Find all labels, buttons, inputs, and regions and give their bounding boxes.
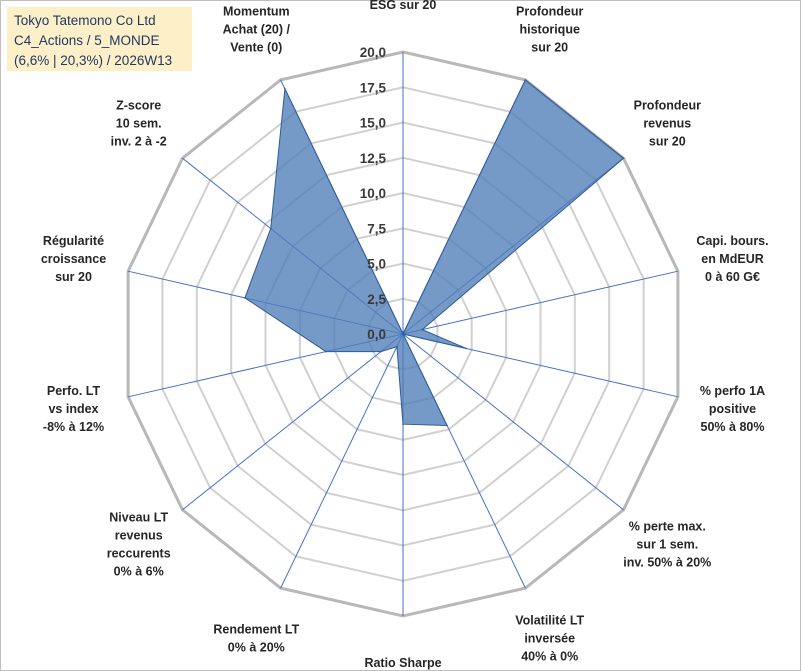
series-point bbox=[402, 333, 404, 335]
series-point bbox=[622, 157, 625, 159]
axis-label: Niveau LT revenus reccurents 0% à 6% bbox=[107, 511, 171, 579]
axis-spoke bbox=[402, 270, 679, 335]
series-point bbox=[244, 297, 246, 299]
axis-label: % perte max. sur 1 sem. inv. 50% à 20% bbox=[623, 520, 711, 570]
axis-spoke bbox=[402, 333, 624, 511]
series-point bbox=[380, 350, 382, 353]
axis-label: Profondeur revenus sur 20 bbox=[634, 98, 701, 148]
tick-label: 2,5 bbox=[367, 292, 386, 307]
series-point bbox=[446, 424, 448, 427]
tick-label: 20,0 bbox=[360, 45, 386, 60]
axis-label: Momentum Achat (20) / Vente (0) bbox=[223, 5, 291, 55]
series-area bbox=[244, 79, 625, 427]
axis-label: Profondeur historique sur 20 bbox=[516, 5, 583, 55]
series-point bbox=[402, 423, 404, 426]
tick-labels: 0,0 2,5 5,0 7,5 10,0 12,5 15,0 17,5 20,0 bbox=[360, 45, 387, 342]
tick-label: 12,5 bbox=[360, 151, 387, 166]
axis-label: Perfo. LT vs index -8% à 12% bbox=[43, 384, 104, 434]
chart-title-category: C4_Actions / 5_MONDE bbox=[14, 33, 160, 48]
chart-title-details: (6,6% | 20,3%) / 2026W13 bbox=[14, 53, 173, 68]
axis-label: Capi. bours. en MdEUR 0 à 60 G€ bbox=[696, 234, 768, 284]
axis-spoke bbox=[280, 333, 404, 589]
chart-title-box: Tokyo Tatemono Co Ltd C4_Actions / 5_MON… bbox=[7, 7, 192, 71]
tick-label: 7,5 bbox=[367, 221, 386, 236]
tick-label: 0,0 bbox=[367, 327, 386, 342]
axis-label: Rendement LT 0% à 20% bbox=[213, 623, 299, 655]
chart-title-company: Tokyo Tatemono Co Ltd bbox=[14, 13, 156, 28]
series-layer bbox=[244, 79, 625, 427]
series-point bbox=[465, 347, 468, 350]
tick-label: 17,5 bbox=[360, 80, 387, 95]
series-point bbox=[421, 328, 424, 331]
series-point bbox=[269, 227, 272, 230]
axis-label: Ratio Sharpe0 à 1 bbox=[364, 656, 441, 671]
series-point bbox=[325, 350, 327, 353]
axis-label: Volatilité LT inversée 40% à 0% bbox=[515, 614, 584, 664]
tick-label: 10,0 bbox=[360, 186, 386, 201]
axis-label: Régularité croissance sur 20 bbox=[41, 234, 106, 284]
series-point bbox=[284, 88, 286, 90]
axis-label: % perfo 1A positive 50% à 80% bbox=[700, 384, 765, 434]
tick-label: 5,0 bbox=[367, 257, 386, 272]
axis-label: Z-score 10 sem. inv. 2 à -2 bbox=[111, 98, 167, 148]
tick-label: 15,0 bbox=[360, 116, 386, 131]
series-point bbox=[524, 79, 527, 81]
series-point bbox=[396, 345, 398, 348]
axis-spoke bbox=[182, 333, 404, 511]
axis-label: NoteESG sur 20 bbox=[370, 0, 437, 12]
